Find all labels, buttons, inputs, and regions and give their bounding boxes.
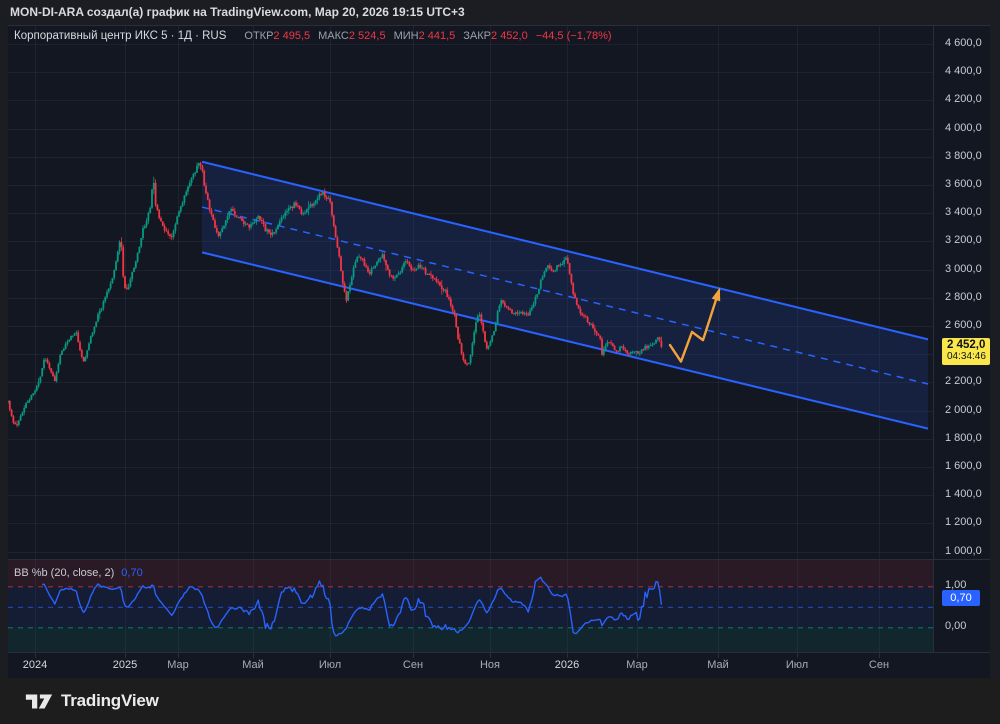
price-tick-label: 2 200,0 [945, 375, 982, 388]
indicator-value-badge: 0,70 [942, 590, 980, 606]
price-tick-label: 3 600,0 [945, 178, 982, 190]
time-tick-label: Май [242, 659, 264, 671]
time-tick-label: Мар [626, 659, 648, 671]
indicator-value: 0,70 [121, 567, 143, 579]
time-tick-mark [330, 653, 331, 658]
attribution-text: MON-DI-ARA создал(а) график на TradingVi… [10, 5, 465, 19]
time-tick-label: Июл [785, 659, 809, 671]
price-tick-label: 1 800,0 [945, 431, 982, 444]
last-price-value: 2 452,0 [947, 339, 986, 351]
main-legend: Корпоративный центр ИКС 5 · 1Д · RUS ОТКР… [14, 30, 612, 42]
price-tick-label: 1 600,0 [945, 460, 982, 472]
footer-bar: TradingView [0, 677, 1000, 724]
price-tick-label: 4 000,0 [945, 121, 982, 134]
price-tick-label: 2 800,0 [945, 290, 982, 303]
time-tick-mark [35, 653, 36, 658]
pane-separator[interactable] [8, 559, 990, 560]
price-tick-label: 4 400,0 [945, 65, 982, 78]
ohlc-high-label: МАКС [318, 30, 349, 42]
ohlc-close-label: ЗАКР [463, 30, 492, 42]
price-tick-label: 3 000,0 [945, 262, 982, 275]
ohlc-low-value: 2 441,5 [418, 30, 456, 42]
ohlc-low-label: МИН [393, 30, 419, 42]
indicator-title: BB %b (20, close, 2) [14, 567, 115, 579]
indicator-tick-label: 0,00 [945, 620, 967, 633]
time-tick-mark [567, 653, 568, 658]
price-tick-label: 3 800,0 [945, 149, 982, 162]
price-tick-label: 2 600,0 [945, 319, 982, 331]
time-tick-label: Ноя [479, 659, 501, 671]
time-tick-mark [490, 653, 491, 658]
price-tick-label: 1 200,0 [945, 516, 982, 529]
time-tick-mark [797, 653, 798, 658]
price-change: −44,5 (−1,78%) [535, 30, 612, 42]
time-tick-label: Май [707, 659, 729, 671]
time-tick-label: Июл [318, 659, 342, 671]
price-tick-label: 4 200,0 [945, 93, 982, 106]
attribution-bar: MON-DI-ARA создал(а) график на TradingVi… [0, 0, 1000, 25]
ohlc-open-label: ОТКР [244, 30, 274, 42]
price-tick-label: 1 000,0 [945, 544, 982, 557]
time-tick-mark [178, 653, 179, 658]
indicator-legend[interactable]: BB %b (20, close, 2) 0,70 [14, 567, 143, 579]
tradingview-logo[interactable]: TradingView [24, 689, 159, 713]
price-tick-label: 3 400,0 [945, 206, 982, 219]
time-tick-mark [718, 653, 719, 658]
price-tick-label: 3 200,0 [945, 234, 982, 247]
time-tick-label: 2025 [112, 659, 138, 671]
indicator-tick-label: 1,00 [945, 579, 967, 592]
price-tick-label: 1 400,0 [945, 488, 982, 501]
ohlc-high-value: 2 524,5 [348, 30, 386, 42]
time-tick-label: Сен [402, 659, 424, 671]
price-tick-label: 2 000,0 [945, 403, 982, 416]
ohlc-open-value: 2 495,5 [273, 30, 311, 42]
time-tick-label: Сен [868, 659, 890, 671]
time-tick-label: 2026 [554, 659, 580, 671]
symbol-title[interactable]: Корпоративный центр ИКС 5 · 1Д · RUS [14, 30, 227, 42]
time-tick-mark [879, 653, 880, 658]
time-tick-mark [125, 653, 126, 658]
chart-area: Корпоративный центр ИКС 5 · 1Д · RUS ОТКР… [8, 25, 990, 678]
last-price-label: 2 452,0 04:34:46 [942, 338, 990, 365]
time-tick-mark [413, 653, 414, 658]
tradingview-logo-icon [25, 694, 53, 708]
time-tick-label: 2024 [22, 659, 48, 671]
tradingview-wordmark: TradingView [61, 691, 159, 710]
time-tick-label: Мар [167, 659, 189, 671]
ohlc-close-value: 2 452,0 [491, 30, 528, 42]
bar-countdown: 04:34:46 [947, 351, 986, 362]
time-axis[interactable]: 2024 2025 Мар Май Июл Сен Ноя 2026 Мар Май Июл Сен [8, 652, 990, 678]
price-tick-label: 4 600,0 [945, 37, 982, 49]
price-chart-canvas[interactable] [8, 26, 933, 652]
time-tick-mark [253, 653, 254, 658]
time-tick-mark [637, 653, 638, 658]
